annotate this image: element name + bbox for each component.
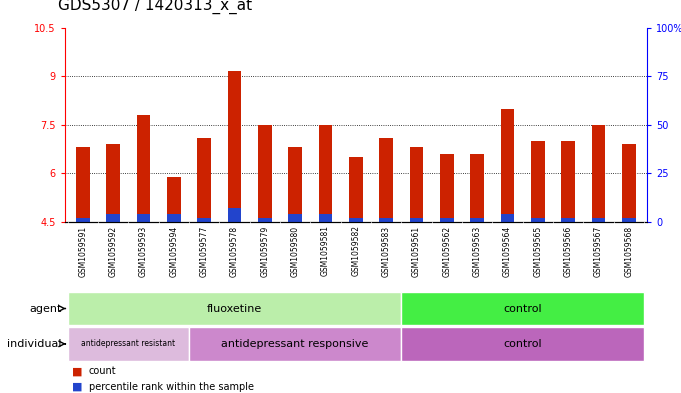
Bar [227,71,241,222]
Bar [288,147,302,222]
Text: GSM1059578: GSM1059578 [230,226,239,277]
Bar [76,218,90,222]
Text: agent: agent [29,303,61,314]
Bar [501,108,514,222]
Text: GSM1059581: GSM1059581 [321,226,330,277]
Bar [592,218,605,222]
Text: GSM1059562: GSM1059562 [442,226,452,277]
Text: ■: ■ [72,366,82,376]
Bar [471,218,484,222]
Text: GSM1059563: GSM1059563 [473,226,481,277]
Bar [319,214,332,222]
Text: GSM1059593: GSM1059593 [139,226,148,277]
Text: fluoxetine: fluoxetine [207,303,262,314]
Text: GSM1059564: GSM1059564 [503,226,512,277]
Bar [197,218,211,222]
Text: count: count [89,366,116,376]
Text: GSM1059567: GSM1059567 [594,226,603,277]
Text: GSM1059594: GSM1059594 [170,226,178,277]
Bar [622,218,635,222]
Bar [137,214,151,222]
Bar [106,144,120,222]
Bar [227,208,241,222]
Bar [258,218,272,222]
Text: GDS5307 / 1420313_x_at: GDS5307 / 1420313_x_at [58,0,252,14]
Bar [440,154,454,222]
Bar [349,157,363,222]
Text: GSM1059565: GSM1059565 [533,226,542,277]
Bar [501,214,514,222]
Text: GSM1059561: GSM1059561 [412,226,421,277]
Text: GSM1059577: GSM1059577 [200,226,208,277]
Text: control: control [503,339,542,349]
Bar [410,218,424,222]
Bar [410,147,424,222]
Bar [189,327,401,361]
Bar [258,125,272,222]
Text: GSM1059568: GSM1059568 [624,226,633,277]
Bar [67,292,401,325]
Text: antidepressant responsive: antidepressant responsive [221,339,369,349]
Bar [401,327,644,361]
Bar [531,141,545,222]
Text: GSM1059583: GSM1059583 [381,226,391,277]
Bar [561,218,575,222]
Bar [67,327,189,361]
Bar [401,292,644,325]
Text: GSM1059579: GSM1059579 [260,226,270,277]
Text: individual: individual [7,339,61,349]
Text: control: control [503,303,542,314]
Text: GSM1059591: GSM1059591 [78,226,87,277]
Bar [197,138,211,222]
Bar [379,218,393,222]
Bar [319,125,332,222]
Bar [471,154,484,222]
Bar [561,141,575,222]
Bar [137,115,151,222]
Text: GSM1059582: GSM1059582 [351,226,360,277]
Text: percentile rank within the sample: percentile rank within the sample [89,382,253,392]
Bar [167,214,180,222]
Bar [167,177,180,222]
Text: ■: ■ [72,382,82,392]
Bar [531,218,545,222]
Bar [288,214,302,222]
Bar [349,218,363,222]
Text: GSM1059566: GSM1059566 [564,226,573,277]
Bar [622,144,635,222]
Text: antidepressant resistant: antidepressant resistant [81,340,176,348]
Bar [592,125,605,222]
Bar [76,147,90,222]
Bar [379,138,393,222]
Text: GSM1059592: GSM1059592 [109,226,118,277]
Bar [440,218,454,222]
Bar [106,214,120,222]
Text: GSM1059580: GSM1059580 [291,226,300,277]
